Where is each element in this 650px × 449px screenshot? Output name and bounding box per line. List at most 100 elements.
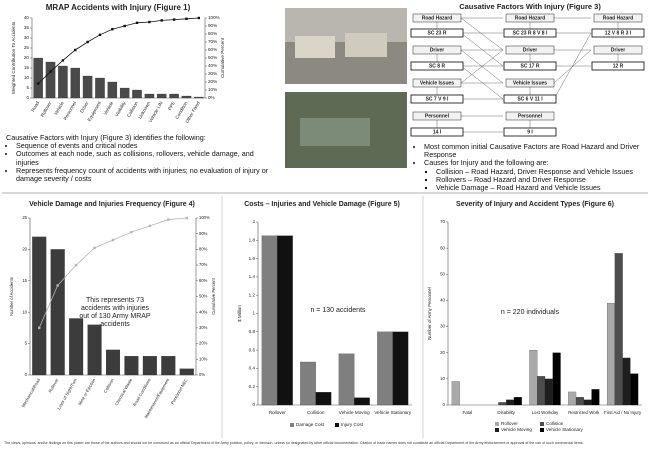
y-tick-label: 35 <box>24 25 30 30</box>
diagram-node <box>412 13 462 23</box>
line-marker <box>197 16 201 20</box>
bar <box>161 356 176 376</box>
diagram-node <box>412 78 462 88</box>
x-tick-label: Collision <box>307 410 325 415</box>
bar <box>614 253 623 406</box>
bullet: Most common initial Causative Factors ar… <box>424 142 646 159</box>
bar <box>33 57 43 99</box>
diagram-node-label: Personnel <box>518 114 543 120</box>
y-tick-label: 10 <box>24 75 30 80</box>
bar <box>354 397 370 406</box>
diagram-node <box>503 28 557 38</box>
chart-title: Vehicle Damage and Injuries Frequency (F… <box>29 201 195 208</box>
diagram-node-label: Personnel <box>425 114 450 120</box>
line-marker <box>56 284 59 287</box>
bullet: Outcomes at each node, such as collision… <box>16 150 276 167</box>
line-marker <box>98 33 102 36</box>
photo-vehicle <box>345 33 387 57</box>
y-tick-label: 25 <box>22 215 27 220</box>
y2-tick-label: 60% <box>208 47 217 52</box>
bar <box>315 392 332 406</box>
y2-tick-label: 0% <box>208 95 215 100</box>
bar <box>179 368 194 376</box>
x-tick-label: Road <box>30 100 40 112</box>
y-tick-label: 20 <box>440 350 445 355</box>
y2-tick-label: 80% <box>199 247 208 252</box>
bar <box>142 356 157 376</box>
x-tick-label: Rollover <box>269 410 286 415</box>
line-marker <box>130 230 133 234</box>
y2-tick-label: 90% <box>199 231 208 236</box>
bar <box>70 67 80 99</box>
line-marker <box>111 238 115 242</box>
x-tick-label: Collision <box>126 100 139 118</box>
diagram-node <box>591 28 645 38</box>
y-tick-label: 25 <box>24 45 30 50</box>
bar <box>87 324 102 376</box>
bar <box>107 81 118 99</box>
diagram-node-label: SC 17 R <box>521 64 540 70</box>
bar <box>513 397 522 406</box>
diagram-edge <box>460 17 504 51</box>
diagram-edge <box>553 49 592 84</box>
y-tick-label: 60 <box>440 245 445 250</box>
x-tick-label: Chemical Waste <box>114 377 134 406</box>
diagram-edge <box>460 65 504 100</box>
y-tick-label: 0.6 <box>249 347 256 352</box>
y2-tick-label: 50% <box>208 55 217 60</box>
bullet: Sequence of events and critical nodes <box>16 141 276 150</box>
diagram-node-label: SC 8 R <box>429 64 446 70</box>
diagram-node-label: SC 23 R <box>428 31 447 37</box>
diagram-node <box>505 45 555 55</box>
photo-water <box>300 118 370 146</box>
y-tick-label: 2 <box>252 219 255 224</box>
y-tick-label: 1.6 <box>249 256 256 261</box>
y2-tick-label: 50% <box>199 294 208 299</box>
y-tick-label: 0 <box>443 402 446 407</box>
bar <box>181 95 192 99</box>
x-tick-label: PPE <box>167 101 176 111</box>
y2-axis-label: Cumulative Percent <box>220 37 225 78</box>
bar <box>50 249 65 376</box>
sub-bullet-list: Collision – Road Hazard, Driver Response… <box>414 167 646 193</box>
y-axis-label: Weighted Contribution To Accidents <box>11 21 16 94</box>
y-tick-label: 0.4 <box>249 366 256 371</box>
bar <box>537 376 546 406</box>
y2-tick-label: 100% <box>199 215 210 220</box>
y-tick-label: 0 <box>26 95 29 100</box>
bullet-list: Sequence of events and critical nodes Ou… <box>6 141 276 183</box>
x-tick-label: Visibility <box>114 100 127 117</box>
line-marker <box>172 18 176 21</box>
bar <box>622 357 631 406</box>
legend-label: Vehicle Moving <box>501 427 532 432</box>
y-tick-label: 0 <box>25 372 28 377</box>
x-tick-label: Disability <box>497 410 515 415</box>
x-tick-label: Rollover <box>47 377 59 393</box>
diagram-node-label: Driver <box>611 48 626 54</box>
annotation: n = 220 individuals <box>501 309 560 316</box>
line-marker <box>74 263 78 267</box>
line-marker <box>148 224 152 228</box>
figure3-text: Most common initial Causative Factors ar… <box>414 142 646 193</box>
line-marker <box>185 17 188 20</box>
y-axis-label: Number of Army Personnel <box>427 287 432 340</box>
legend-label: Vehicle Stationary <box>546 427 583 432</box>
bar <box>82 75 93 99</box>
x-tick-label: Rollover <box>40 100 53 117</box>
y2-tick-label: 40% <box>199 309 208 314</box>
x-tick-label: Restricted Work <box>568 410 600 415</box>
diagram-node <box>410 94 464 104</box>
bullet: Represents frequency count of accidents … <box>16 166 276 183</box>
bar <box>451 381 460 406</box>
y-tick-label: 20 <box>24 55 30 60</box>
diagram-node-label: Driver <box>430 48 445 54</box>
legend-swatch <box>335 423 339 427</box>
x-tick-label: Mine or Ejection <box>77 377 97 406</box>
bar <box>277 235 293 406</box>
diagram-node <box>593 45 643 55</box>
line-marker <box>49 70 52 73</box>
x-tick-label: Collision <box>103 377 116 394</box>
y2-tick-label: 30% <box>199 325 208 330</box>
y-axis-label: Number of Accidents <box>9 277 14 316</box>
